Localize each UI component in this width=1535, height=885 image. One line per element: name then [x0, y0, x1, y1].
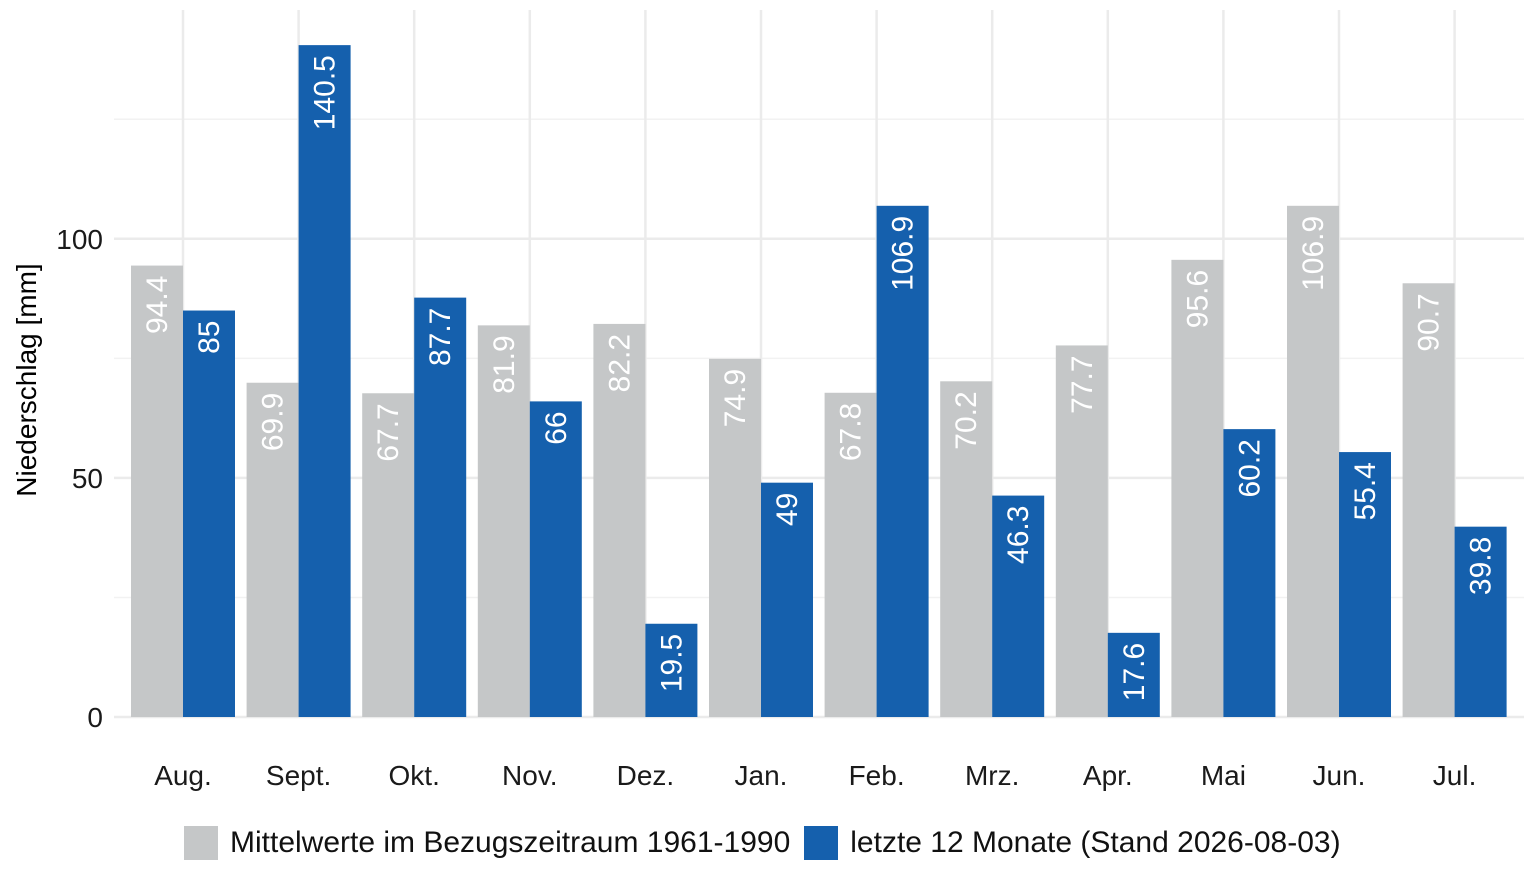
value-labels: 94.4 69.9 67.7 81.9 82.2 74.9 67.8 70.2 77.7 95.6…: [141, 55, 1498, 701]
bar-value-label: 55.4: [1349, 462, 1382, 520]
x-tick-label: Dez.: [617, 760, 675, 791]
bar: [1107, 632, 1160, 717]
x-tick-label: Sept.: [266, 760, 331, 791]
x-tick-label: Jul.: [1433, 760, 1477, 791]
bar: [298, 45, 351, 717]
x-tick-label: Okt.: [389, 760, 440, 791]
bar: [1223, 429, 1276, 717]
bar-value-label: 77.7: [1066, 355, 1099, 413]
bar: [529, 401, 582, 717]
bar-value-label: 106.9: [1297, 216, 1330, 291]
x-tick-label: Jun.: [1313, 760, 1366, 791]
legend-swatch-reference: [184, 826, 218, 860]
y-tick-label: 100: [56, 224, 103, 255]
x-tick-label: Feb.: [849, 760, 905, 791]
bar: [362, 393, 415, 717]
x-axis: Aug. Sept. Okt. Nov. Dez. Jan. Feb. Mrz. Apr. Mai…: [154, 760, 1476, 791]
bar: [761, 482, 813, 717]
bar-value-label: 19.5: [655, 634, 688, 692]
x-tick-label: Mrz.: [965, 760, 1019, 791]
bar: [183, 310, 235, 717]
bar-value-label: 60.2: [1233, 439, 1266, 497]
bar: [477, 325, 530, 717]
y-tick-label: 50: [72, 463, 103, 494]
bar-value-label: 85: [193, 321, 226, 354]
legend-label-last-12-months: letzte 12 Monate (Stand 2026-08-03): [850, 826, 1341, 859]
bar-value-label: 106.9: [887, 216, 920, 291]
bar: [645, 623, 698, 717]
precipitation-bar-chart: 94.4 69.9 67.7 81.9 82.2 74.9 67.8 70.2 77.7 95.6…: [11, 10, 1524, 791]
bar-value-label: 69.9: [257, 393, 290, 451]
bar-value-label: 140.5: [309, 55, 342, 130]
x-tick-label: Nov.: [502, 760, 558, 791]
bar: [414, 297, 467, 717]
bar-value-label: 87.7: [424, 308, 457, 366]
bar-value-label: 39.8: [1465, 537, 1498, 595]
legend-item-reference: Mittelwerte im Bezugszeitraum 1961-1990: [184, 826, 790, 860]
y-axis-title: Niederschlag [mm]: [11, 263, 42, 496]
bar: [709, 358, 761, 717]
bar-value-label: 82.2: [603, 334, 636, 392]
x-tick-label: Mai: [1201, 760, 1246, 791]
bar: [1402, 283, 1455, 717]
bar: [246, 382, 299, 717]
bar-value-label: 70.2: [950, 391, 983, 449]
bar: [876, 205, 929, 717]
x-tick-label: Apr.: [1083, 760, 1133, 791]
bar-value-label: 17.6: [1118, 643, 1151, 701]
bar: [824, 392, 877, 717]
bar: [1339, 452, 1391, 717]
bar: [593, 323, 646, 717]
y-tick-label: 0: [87, 702, 103, 733]
bar: [940, 381, 993, 717]
legend-label-reference: Mittelwerte im Bezugszeitraum 1961-1990: [230, 826, 791, 859]
bar-value-label: 94.4: [141, 276, 174, 334]
bar-value-label: 66: [540, 411, 573, 444]
x-tick-label: Jan.: [735, 760, 788, 791]
legend-item-last-12-months: letzte 12 Monate (Stand 2026-08-03): [804, 826, 1341, 860]
bar: [1055, 345, 1108, 717]
bar-value-label: 74.9: [719, 369, 752, 427]
bar: [1454, 526, 1507, 717]
bar: [1287, 205, 1339, 717]
legend-swatch-last-12-months: [804, 826, 839, 860]
bar-value-label: 95.6: [1181, 270, 1214, 328]
bar-value-label: 67.8: [835, 403, 868, 461]
bar-value-label: 67.7: [372, 403, 405, 461]
legend: Mittelwerte im Bezugszeitraum 1961-1990 …: [184, 826, 1347, 860]
bar: [131, 265, 183, 717]
x-tick-label: Aug.: [154, 760, 212, 791]
bar-value-label: 46.3: [1002, 506, 1035, 564]
bar: [1171, 259, 1224, 717]
bar-value-label: 81.9: [488, 335, 521, 393]
bars: [131, 45, 1507, 717]
bar: [992, 495, 1045, 717]
bar-value-label: 90.7: [1413, 293, 1446, 351]
y-axis: 0 50 100: [56, 224, 103, 733]
bar-value-label: 49: [771, 493, 804, 526]
